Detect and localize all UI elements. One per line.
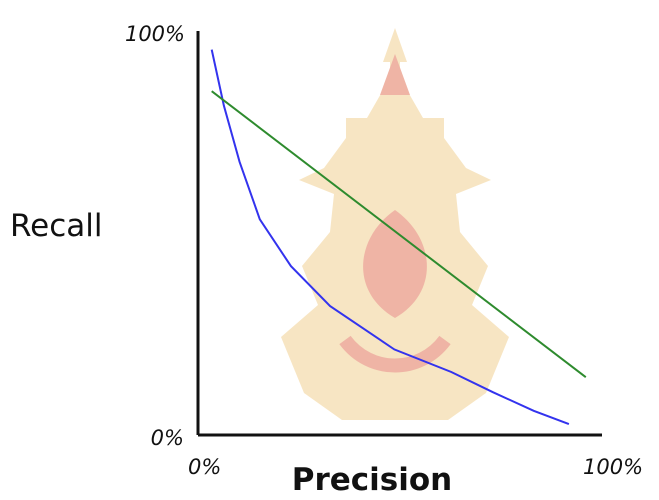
x-axis-title: Precision [292,462,452,498]
x-tick-label-right: 100% [583,455,643,479]
series-layer [210,49,587,426]
axes [196,31,602,437]
series-line-blue [210,49,570,426]
series-line-green [211,90,587,378]
y-axis-title: Recall [10,208,103,244]
y-tick-label-top: 100% [125,22,185,46]
y-tick-label-bottom: 0% [151,426,184,450]
watermark-emblem [281,28,509,420]
x-tick-label-left: 0% [188,455,221,479]
